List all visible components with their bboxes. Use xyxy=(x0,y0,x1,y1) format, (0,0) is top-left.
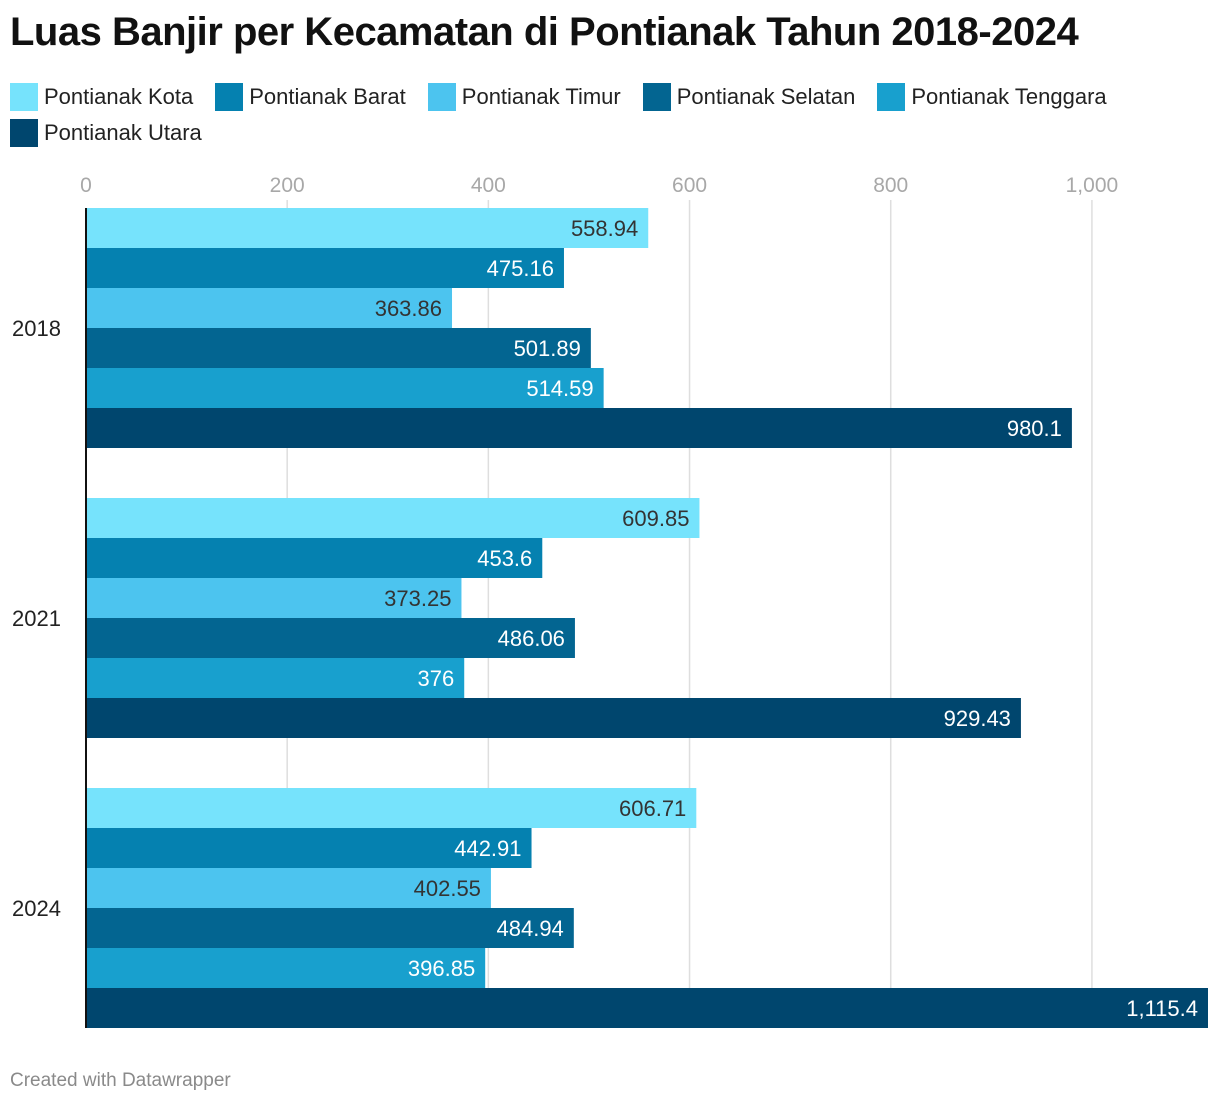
legend-label: Pontianak Barat xyxy=(249,84,406,109)
bar-value-label: 402.55 xyxy=(414,876,481,901)
legend-label: Pontianak Timur xyxy=(461,84,621,109)
x-tick-label: 0 xyxy=(80,174,92,197)
bar xyxy=(86,248,564,288)
legend-item: Pontianak Tenggara xyxy=(877,82,1107,112)
bar xyxy=(86,408,1072,448)
bar xyxy=(86,328,591,368)
bar-value-label: 376 xyxy=(418,666,455,691)
bar-value-label: 558.94 xyxy=(571,216,638,241)
bar-value-label: 442.91 xyxy=(454,836,521,861)
bar xyxy=(86,828,532,868)
legend-swatch xyxy=(10,83,38,111)
bar-value-label: 980.1 xyxy=(1007,416,1062,441)
bar xyxy=(86,658,465,698)
bar xyxy=(86,788,697,828)
legend-swatch xyxy=(215,83,244,111)
bar xyxy=(86,698,1021,738)
legend-label: Pontianak Utara xyxy=(44,120,202,145)
legend-swatch xyxy=(642,83,671,111)
bar-value-label: 453.6 xyxy=(477,546,532,571)
x-tick-label: 400 xyxy=(471,174,506,197)
x-tick-label: 600 xyxy=(672,174,707,197)
legend-swatch xyxy=(10,119,38,147)
bar xyxy=(86,578,462,618)
legend-label: Pontianak Selatan xyxy=(676,84,856,109)
bar-value-label: 929.43 xyxy=(944,706,1011,731)
y-category-label: 2024 xyxy=(12,896,61,921)
legend-label: Pontianak Tenggara xyxy=(911,84,1107,109)
bar-value-label: 606.71 xyxy=(619,796,686,821)
bar-value-label: 514.59 xyxy=(526,376,593,401)
bar xyxy=(86,538,543,578)
bar xyxy=(86,208,649,248)
legend-swatch xyxy=(427,83,456,111)
legend: Pontianak Kota Pontianak Barat Pontianak T… xyxy=(10,82,1210,148)
bar-value-label: 609.85 xyxy=(622,506,689,531)
legend-swatch xyxy=(877,83,906,111)
bar-value-label: 475.16 xyxy=(487,256,554,281)
bar xyxy=(86,618,575,658)
legend-item: Pontianak Timur xyxy=(427,82,621,112)
x-tick-label: 200 xyxy=(270,174,305,197)
bar-value-label: 1,115.4 xyxy=(1126,996,1198,1021)
bar xyxy=(86,368,604,408)
legend-label: Pontianak Kota xyxy=(44,84,194,109)
legend-item: Pontianak Selatan xyxy=(642,82,856,112)
y-category-label: 2021 xyxy=(12,606,61,631)
y-category-label: 2018 xyxy=(12,316,61,341)
bar-value-label: 484.94 xyxy=(497,916,564,941)
bar-value-label: 396.85 xyxy=(408,956,475,981)
legend-item: Pontianak Utara xyxy=(10,118,202,148)
bar-value-label: 373.25 xyxy=(384,586,451,611)
bar xyxy=(86,908,574,948)
bar-value-label: 501.89 xyxy=(514,336,581,361)
bar xyxy=(86,868,491,908)
bar xyxy=(86,288,453,328)
x-tick-label: 800 xyxy=(873,174,908,197)
legend-item: Pontianak Barat xyxy=(215,82,406,112)
bar xyxy=(86,948,486,988)
bar-value-label: 486.06 xyxy=(498,626,565,651)
bar-value-label: 363.86 xyxy=(375,296,442,321)
chart-title: Luas Banjir per Kecamatan di Pontianak T… xyxy=(10,10,1079,54)
x-tick-label: 1,000 xyxy=(1066,174,1119,197)
bar xyxy=(86,988,1208,1028)
footer-credit: Created with Datawrapper xyxy=(10,1070,231,1091)
legend-item: Pontianak Kota xyxy=(10,82,193,112)
bar xyxy=(86,498,700,538)
